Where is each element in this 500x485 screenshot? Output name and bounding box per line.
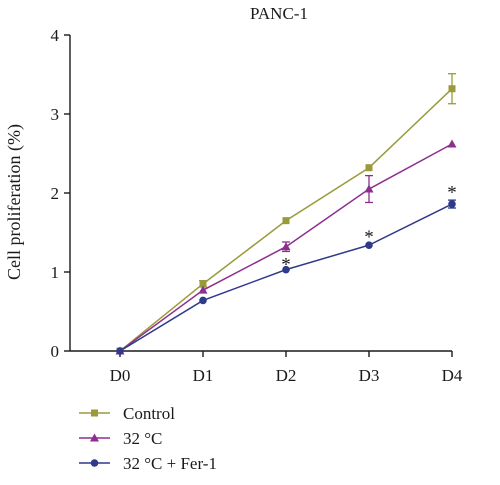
significance-marker: * xyxy=(364,227,374,248)
data-point xyxy=(282,217,290,225)
legend-marker xyxy=(91,409,98,417)
y-tick-label: 1 xyxy=(51,263,60,282)
x-ticks: D0 D1 D2 D3 D4 xyxy=(110,351,463,385)
legend-item: 32 °C xyxy=(79,429,162,448)
series-32-c-fer-1 xyxy=(116,199,456,355)
data-point xyxy=(198,285,208,294)
legend-item: Control xyxy=(79,404,175,423)
series-control xyxy=(116,73,456,355)
chart-title: PANC-1 xyxy=(250,4,308,23)
significance-marker: * xyxy=(281,255,291,276)
y-tick-label: 3 xyxy=(51,105,60,124)
legend: Control 32 °C 32 °C + Fer-1 xyxy=(79,404,217,473)
x-tick-label: D3 xyxy=(359,366,380,385)
data-point xyxy=(364,184,374,193)
x-tick-label: D4 xyxy=(442,366,463,385)
axes xyxy=(69,35,452,352)
data-point xyxy=(199,280,207,288)
y-tick-label: 2 xyxy=(51,184,60,203)
y-axis-label: Cell proliferation (%) xyxy=(4,124,25,280)
x-tick-label: D0 xyxy=(110,366,131,385)
series-32-c xyxy=(115,139,457,355)
data-point xyxy=(448,200,456,208)
y-tick-label: 0 xyxy=(51,342,60,361)
y-ticks: 0 1 2 3 4 xyxy=(51,26,70,361)
legend-marker xyxy=(90,433,99,442)
legend-label: Control xyxy=(123,404,175,423)
data-point xyxy=(447,139,457,148)
data-point xyxy=(116,347,124,355)
legend-label: 32 °C + Fer-1 xyxy=(123,454,217,473)
data-point xyxy=(199,296,207,305)
y-tick-label: 4 xyxy=(51,26,60,45)
significance-marker: * xyxy=(447,183,457,204)
legend-marker xyxy=(90,459,99,467)
series-line xyxy=(119,203,453,352)
data-point xyxy=(282,265,290,274)
legend-item: 32 °C + Fer-1 xyxy=(79,454,217,473)
legend-label: 32 °C xyxy=(123,429,162,448)
data-point xyxy=(365,164,373,172)
annotations-layer: * * * xyxy=(281,183,457,276)
x-tick-label: D1 xyxy=(193,366,214,385)
data-point xyxy=(448,85,456,93)
data-point xyxy=(365,241,373,249)
data-point xyxy=(281,242,291,251)
series-layer xyxy=(115,73,457,355)
x-tick-label: D2 xyxy=(276,366,297,385)
